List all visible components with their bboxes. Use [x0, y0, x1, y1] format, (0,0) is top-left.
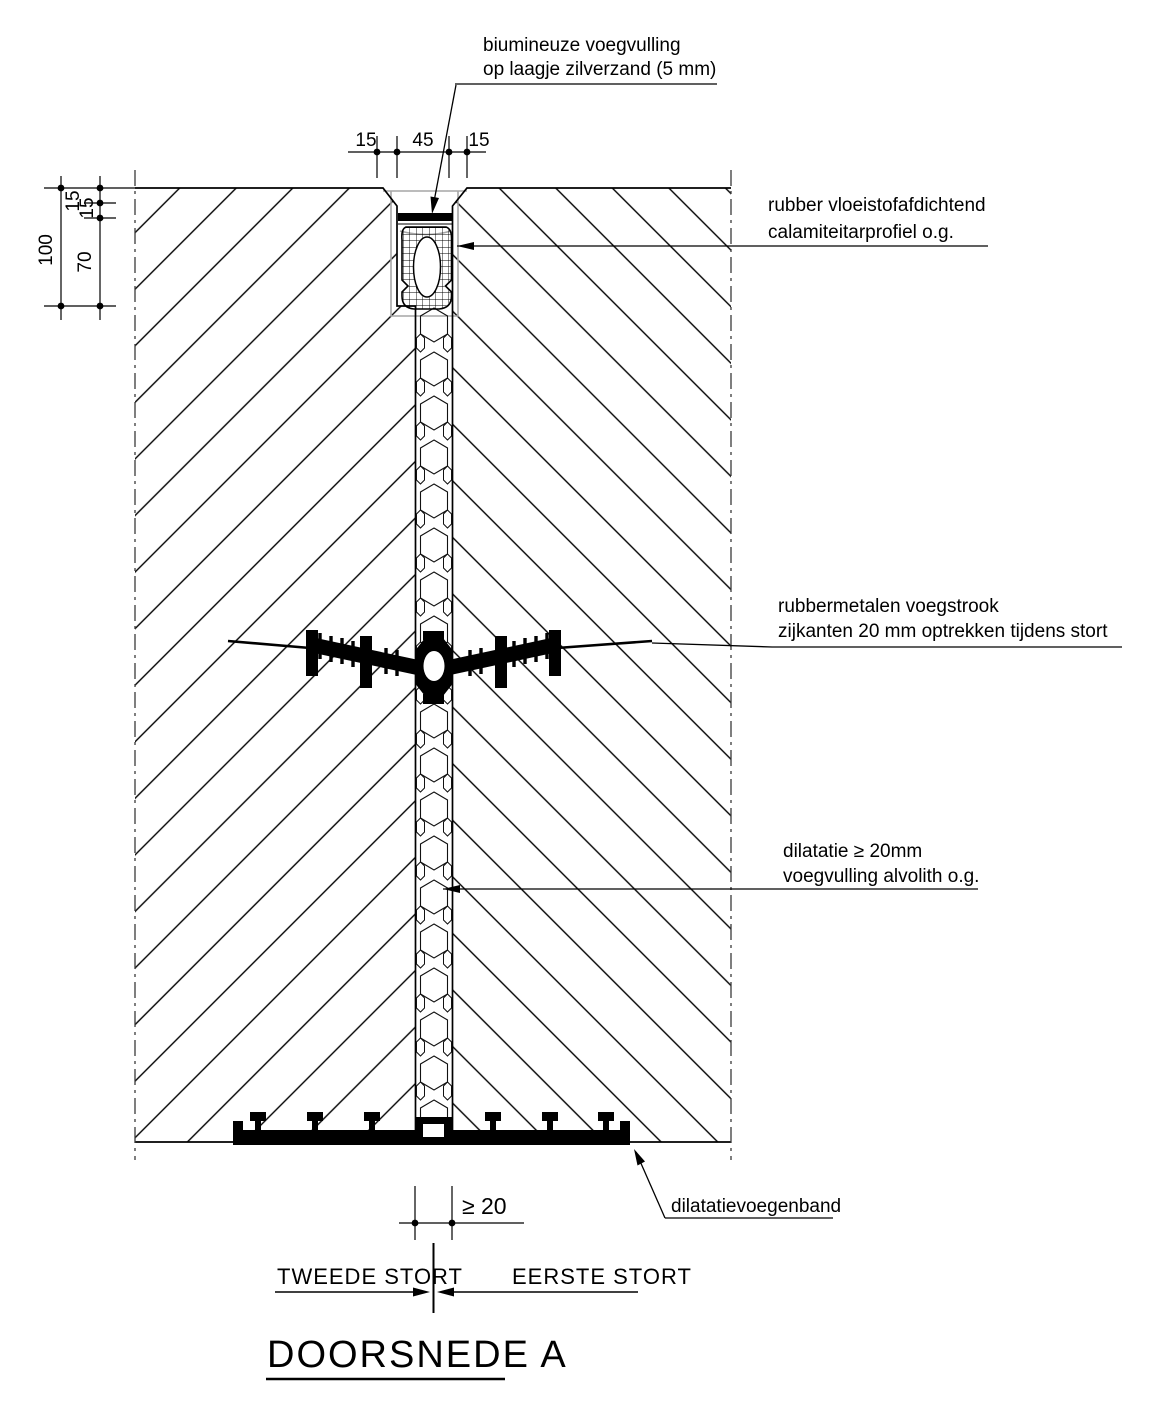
pour-separation-labels: TWEEDE STORT EERSTE STORT	[275, 1243, 692, 1313]
waterstop-bulb-hole	[423, 651, 445, 681]
dim-top-middle: 45	[412, 130, 433, 151]
waterstop-left-ribs	[318, 633, 399, 676]
recess-formwork-outline	[383, 190, 467, 317]
arrowhead	[443, 885, 460, 893]
band-left-lip	[233, 1121, 243, 1133]
arrowhead	[634, 1149, 645, 1166]
dilatation-joint-band	[233, 1112, 630, 1145]
annotation-waterstop-line1: rubbermetalen voegstrook	[778, 596, 999, 617]
band-center-box-hole	[423, 1124, 444, 1137]
waterstop-bulb-top-cap	[423, 631, 444, 640]
pour-label-second: TWEEDE STORT	[277, 1264, 463, 1289]
drawing-title-block: DOORSNEDE A	[266, 1334, 568, 1381]
waterstop-left-tail	[227, 639, 311, 650]
arrowhead	[437, 1287, 454, 1297]
annotation-bituminous-line1: biumineuze voegvulling	[483, 35, 681, 56]
waterstop-right-tail	[556, 639, 653, 650]
waterstop-bulb-bottom-cap	[423, 694, 444, 704]
waterstop-left-inner-flange	[360, 636, 372, 688]
arrowhead	[457, 242, 474, 250]
annotation-rubber-line2: calamiteitarprofiel o.g.	[768, 222, 954, 243]
annotation-rubber-line1: rubber vloeistofafdichtend	[768, 195, 986, 216]
waterstop-strip	[227, 630, 653, 704]
bottom-gap-dimension: ≥ 20	[399, 1186, 524, 1240]
annotation-dilatation-line2: voegvulling alvolith o.g.	[783, 866, 979, 887]
annotation-joint-band: dilatatievoegenband	[634, 1149, 841, 1219]
right-concrete-block	[452, 188, 731, 1142]
dim-bottom-gap: ≥ 20	[462, 1193, 507, 1219]
annotation-rubber-profile: rubber vloeistofafdichtend calamiteitarp…	[457, 195, 988, 250]
bituminous-filling-band	[398, 213, 453, 221]
annotation-waterstop-line2: zijkanten 20 mm optrekken tijdens stort	[778, 621, 1108, 642]
joint-filler-honeycomb	[415, 307, 453, 1117]
dim-side-total: 100	[36, 234, 57, 266]
top-joint-detail	[398, 213, 453, 310]
concrete-walls	[134, 170, 732, 1160]
annotation-dilatation: dilatatie ≥ 20mm voegvulling alvolith o.…	[443, 841, 979, 893]
arrowhead	[430, 196, 439, 214]
waterstop-right-inner-flange	[495, 636, 507, 688]
dim-side-seg2: 15	[77, 197, 98, 218]
profile-cavity	[412, 236, 442, 298]
waterstop-left-outer-flange	[306, 630, 318, 676]
pour-label-first: EERSTE STORT	[512, 1264, 692, 1289]
left-concrete-block	[135, 188, 416, 1142]
band-studs	[250, 1112, 614, 1132]
dim-top-left: 15	[355, 130, 376, 151]
band-right-lip	[620, 1121, 630, 1133]
waterstop-right-outer-flange	[549, 630, 561, 676]
annotation-waterstop: rubbermetalen voegstrook zijkanten 20 mm…	[651, 596, 1122, 648]
left-dimension: 100 15 15 70	[36, 176, 135, 320]
annotation-bituminous-line2: op laagje zilverzand (5 mm)	[483, 59, 716, 80]
dim-top-right: 15	[468, 130, 489, 151]
annotation-joint-band-label: dilatatievoegenband	[671, 1196, 841, 1217]
annotation-bituminous: biumineuze voegvulling op laagje zilverz…	[430, 35, 717, 214]
drawing-title: DOORSNEDE A	[267, 1334, 568, 1376]
top-dimension: 15 45 15	[348, 130, 490, 178]
dim-side-seg1: 15	[63, 190, 84, 211]
waterstop-right-ribs	[468, 633, 549, 676]
arrowhead	[413, 1287, 430, 1297]
dim-side-seg3: 70	[75, 251, 96, 272]
annotation-dilatation-line1: dilatatie ≥ 20mm	[783, 841, 922, 862]
cut-edge-centerlines	[134, 170, 732, 1160]
